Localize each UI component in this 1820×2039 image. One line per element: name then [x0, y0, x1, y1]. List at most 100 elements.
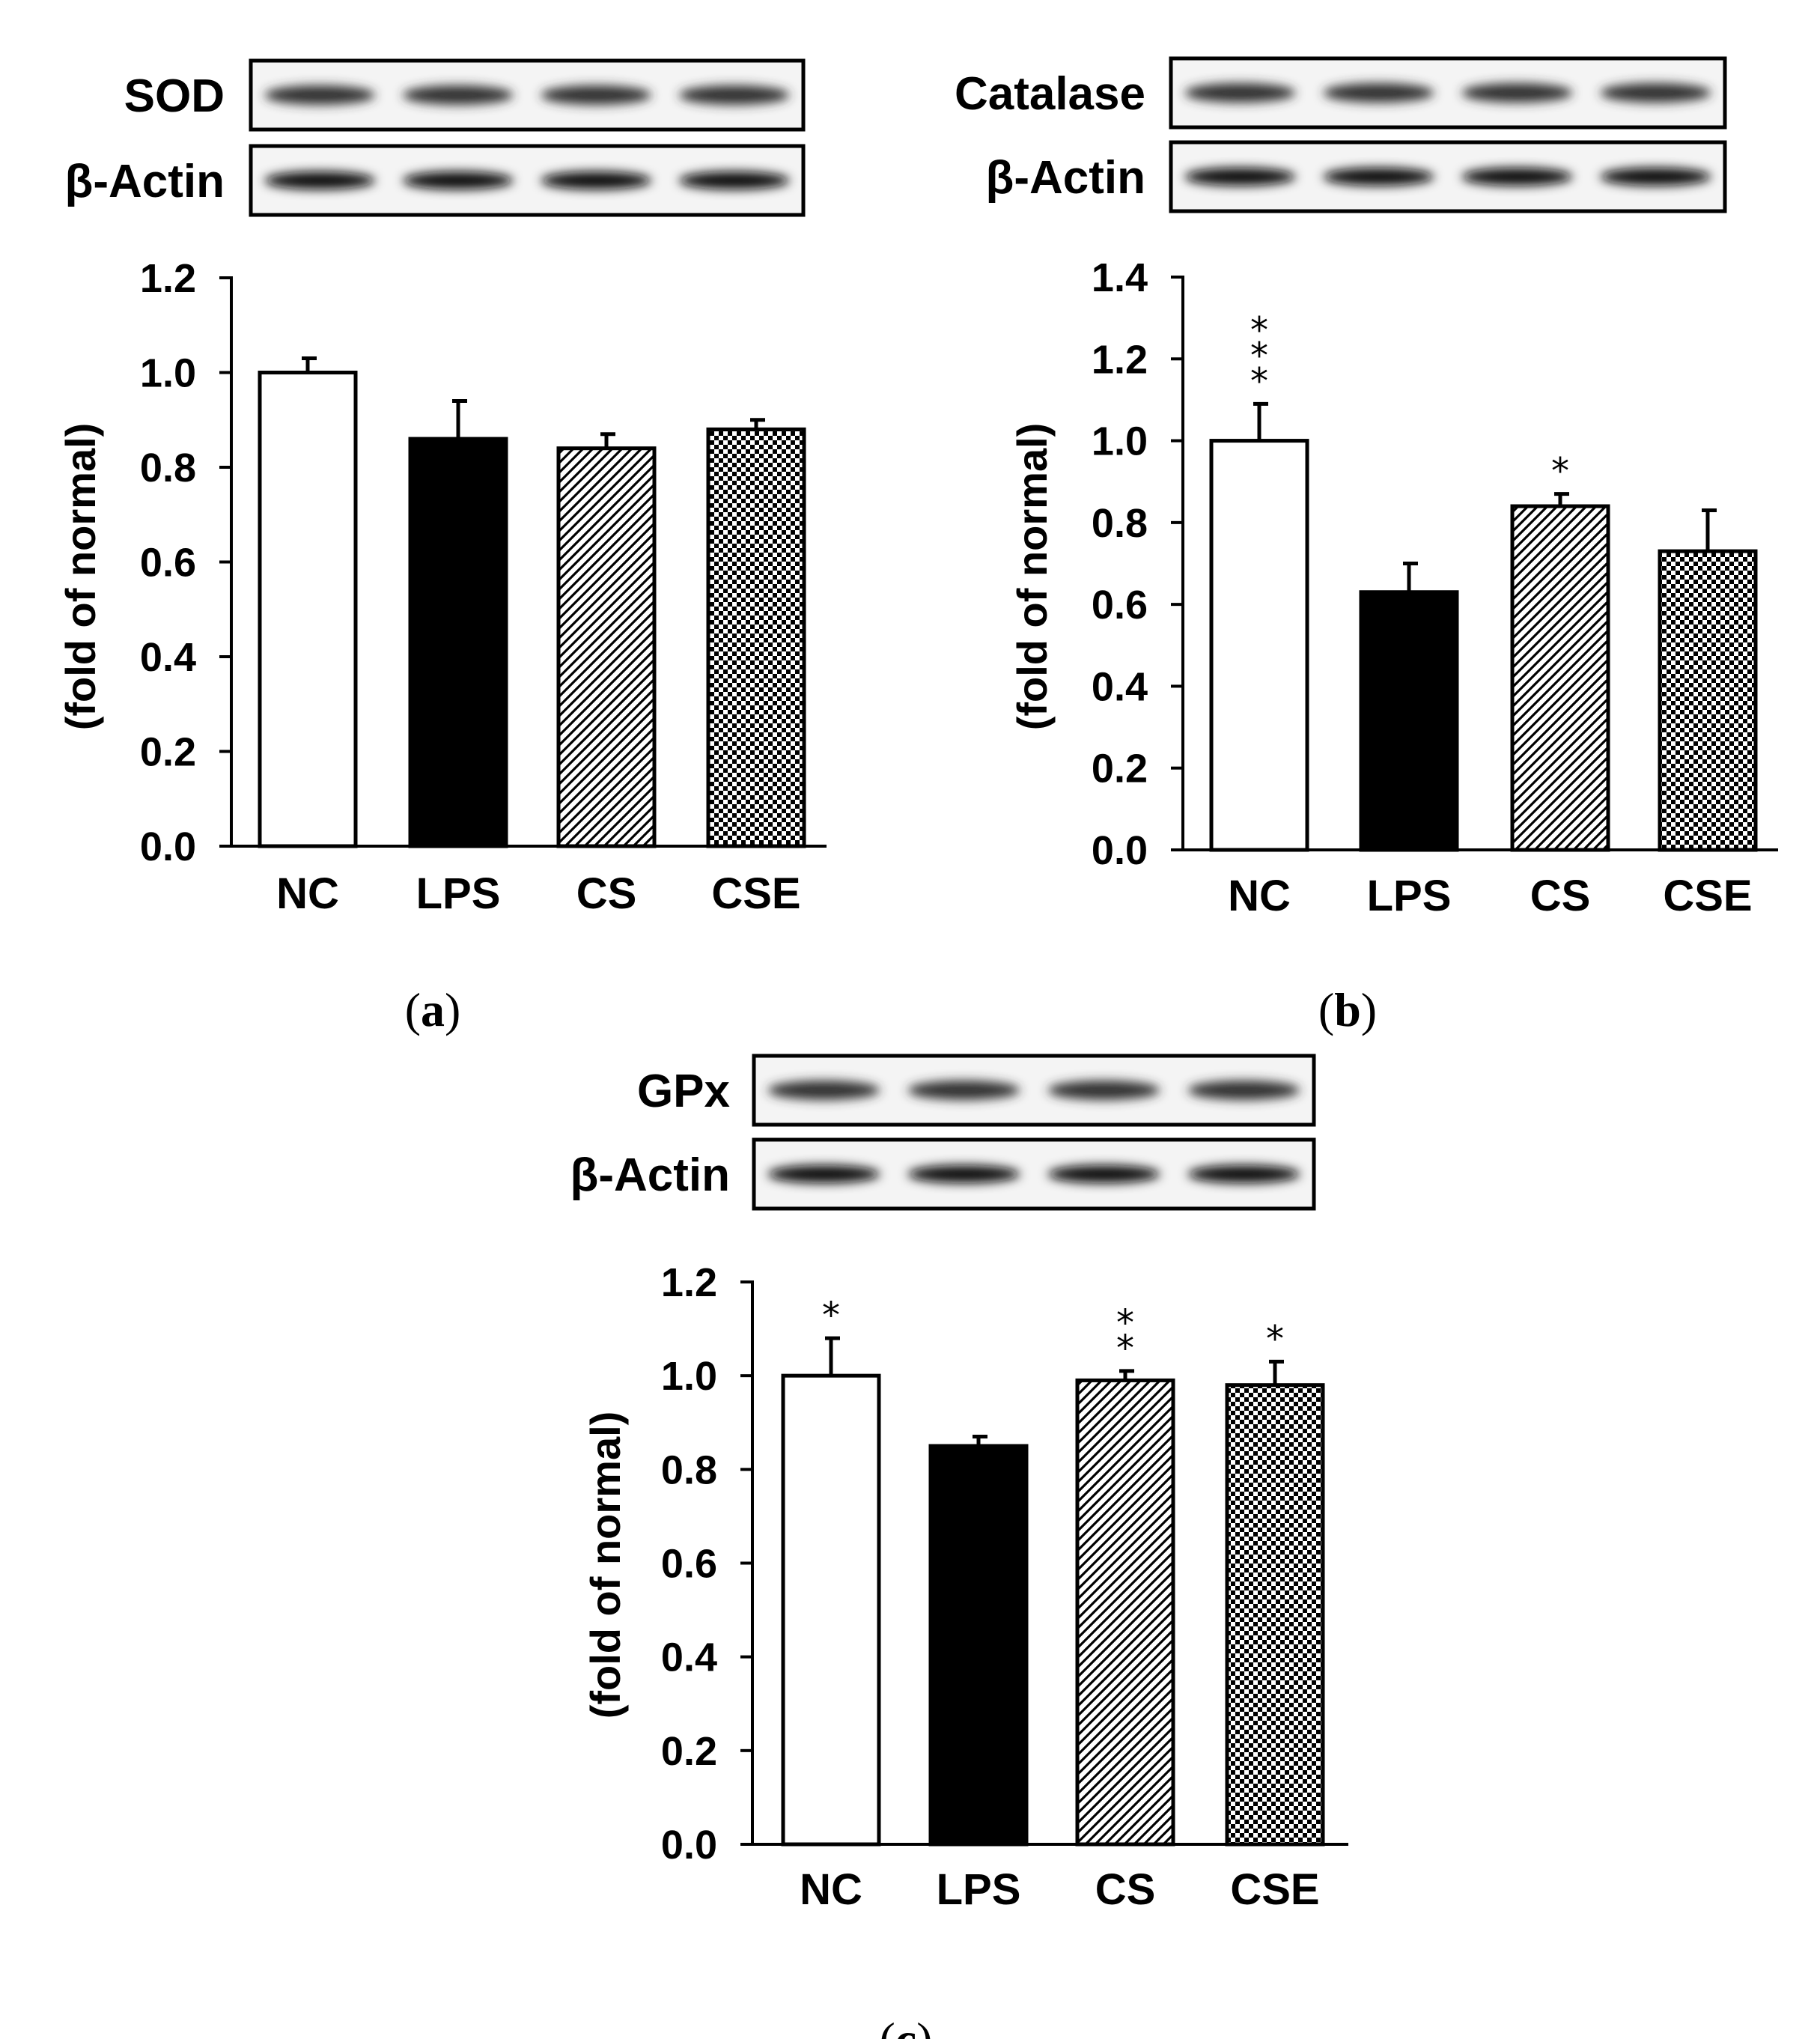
y-tick-label: 0.8: [140, 446, 196, 490]
category-label: CS: [1095, 1865, 1156, 1914]
blot-band: [767, 1081, 880, 1100]
y-tick-label: 0.8: [1092, 501, 1148, 546]
blot-band: [678, 171, 790, 189]
bar-cs: [556, 446, 657, 848]
bar-cs: [1510, 504, 1610, 852]
y-tick-label: 0.0: [140, 824, 196, 869]
actin-label: β-Actin: [986, 152, 1146, 204]
blot-band: [264, 171, 376, 189]
category-label: LPS: [1367, 872, 1452, 920]
y-tick-label: 0.2: [661, 1729, 717, 1774]
significance-star: *: [822, 1295, 840, 1337]
blot-band: [1600, 168, 1711, 186]
significance-star: *: [1250, 309, 1268, 351]
significance-star: *: [1116, 1302, 1134, 1344]
bar-lps: [928, 1444, 1029, 1847]
blot-band: [541, 85, 652, 105]
category-label: CSE: [1663, 872, 1752, 920]
y-tick-label: 0.6: [140, 541, 196, 586]
y-tick-label: 1.2: [1092, 337, 1148, 382]
bar-cse: [1225, 1383, 1325, 1847]
blot-band: [402, 85, 514, 105]
blot-band: [1323, 83, 1434, 103]
blot-band: [541, 171, 652, 189]
y-tick-label: 0.0: [661, 1823, 717, 1868]
blot-band: [1187, 1081, 1300, 1100]
significance-star: *: [1266, 1318, 1284, 1360]
y-tick-label: 1.4: [1092, 255, 1148, 300]
bar-nc: [1209, 439, 1309, 852]
y-tick-label: 0.0: [1092, 828, 1148, 873]
y-tick-label: 1.0: [140, 351, 196, 396]
bar-cse: [1658, 549, 1758, 852]
y-tick-label: 0.6: [661, 1542, 717, 1587]
blot-band: [1600, 83, 1711, 103]
actin-label: β-Actin: [65, 156, 225, 207]
blot-band: [678, 85, 790, 105]
y-tick-label: 1.0: [1092, 419, 1148, 464]
protein-blot-c: GPx: [637, 1054, 1316, 1127]
y-tick-label: 0.2: [140, 730, 196, 775]
y-tick-label: 0.2: [1092, 747, 1148, 791]
protein-blot-b: Catalase: [955, 56, 1727, 130]
panel-a: SOD β-Actin 0.0 0.2 0.4 0.6 0.8 1.0 1.2 (fold of …: [57, 58, 827, 1036]
significance-star: *: [1116, 1328, 1134, 1370]
blot-band: [1461, 83, 1573, 103]
significance-star: *: [1551, 451, 1569, 493]
category-label: LPS: [416, 869, 501, 918]
category-label: CSE: [1230, 1865, 1319, 1914]
category-label: NC: [276, 869, 339, 918]
blot-band: [1323, 168, 1434, 186]
category-label: CSE: [711, 869, 800, 918]
y-tick-label: 0.4: [1092, 664, 1148, 709]
y-tick-label: 0.4: [140, 635, 196, 680]
protein-label: SOD: [124, 70, 225, 122]
actin-label: β-Actin: [570, 1149, 731, 1201]
blot-band: [767, 1165, 880, 1183]
significance-star: *: [1250, 335, 1268, 377]
blot-band: [907, 1081, 1020, 1100]
bar-cs: [1075, 1378, 1175, 1847]
actin-blot-b: β-Actin: [986, 140, 1727, 213]
actin-blot-a: β-Actin: [65, 144, 806, 217]
y-axis-label: (fold of normal): [1008, 423, 1056, 731]
y-tick-label: 0.6: [1092, 583, 1148, 627]
blot-band: [1461, 168, 1573, 186]
blot-band: [1047, 1081, 1160, 1100]
actin-blot-c: β-Actin: [570, 1137, 1316, 1211]
blot-band: [907, 1165, 1020, 1183]
blot-band: [1184, 168, 1296, 186]
category-label: CS: [1530, 872, 1591, 920]
blot-band: [1047, 1165, 1160, 1183]
y-tick-label: 1.2: [661, 1260, 717, 1305]
y-tick-label: 1.0: [661, 1354, 717, 1399]
bar-cse: [706, 427, 806, 848]
blot-band: [402, 171, 514, 189]
panel-b: Catalase β-Actin 0.0 0.2 0.4 0.6 0.8 1.0 1.2 1.4 (…: [955, 56, 1778, 1036]
y-tick-label: 0.4: [661, 1635, 717, 1680]
blot-band: [264, 85, 376, 105]
blot-band: [1184, 83, 1296, 103]
panel-c: GPx β-Actin 0.0 0.2 0.4 0.6 0.8 1.0 1.2 (fold of …: [570, 1054, 1348, 2039]
bar-nc: [781, 1373, 881, 1847]
category-label: NC: [1228, 872, 1291, 920]
category-label: NC: [800, 1865, 862, 1914]
blot-band: [1187, 1165, 1300, 1183]
protein-blot-a: SOD: [124, 58, 806, 132]
category-label: CS: [576, 869, 637, 918]
panel-caption: (b): [1318, 983, 1377, 1036]
y-tick-label: 1.2: [140, 256, 196, 301]
protein-label: Catalase: [955, 68, 1145, 120]
panel-caption: (a): [405, 983, 461, 1036]
significance-star: *: [1250, 360, 1268, 402]
bar-lps: [1359, 590, 1459, 852]
y-axis-label: (fold of normal): [582, 1412, 629, 1719]
panel-caption: (c): [879, 2013, 932, 2039]
y-tick-label: 0.8: [661, 1447, 717, 1492]
bar-nc: [258, 371, 358, 848]
y-axis-label: (fold of normal): [57, 423, 104, 731]
protein-label: GPx: [637, 1066, 731, 1117]
category-label: LPS: [937, 1865, 1021, 1914]
bar-lps: [408, 437, 508, 848]
